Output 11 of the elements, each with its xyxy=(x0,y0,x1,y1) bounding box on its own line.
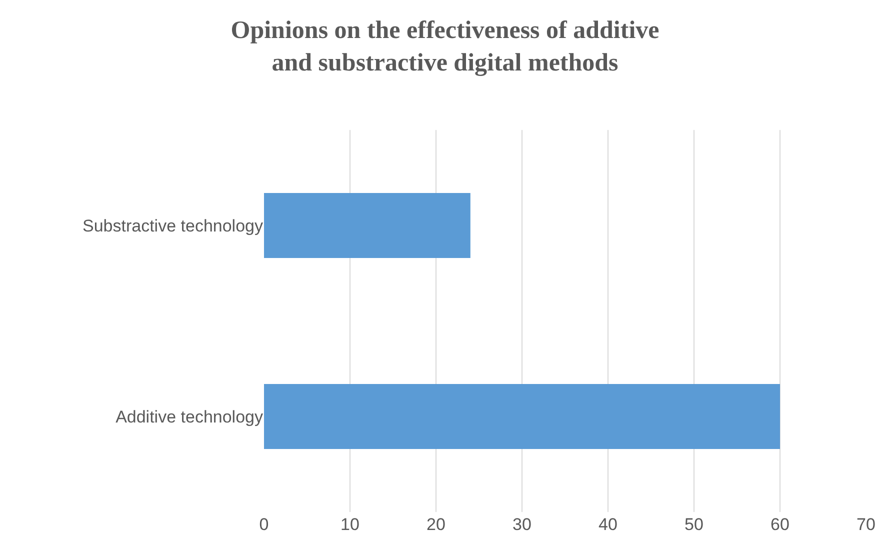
x-tick-label: 50 xyxy=(684,515,704,534)
x-tick-label: 40 xyxy=(598,515,618,534)
y-tick-label: Substractive technology xyxy=(82,216,264,236)
x-tick-label: 20 xyxy=(426,515,446,534)
x-tick-label: 0 xyxy=(259,515,269,534)
x-tick-label: 70 xyxy=(856,515,876,534)
chart-title: Opinions on the effectiveness of additive and substractive digital methods xyxy=(230,16,660,76)
x-tick-label: 30 xyxy=(512,515,532,534)
y-tick-label: Additive technology xyxy=(116,407,264,426)
x-tick-label: 60 xyxy=(770,515,790,534)
x-tick-label: 10 xyxy=(340,515,360,534)
